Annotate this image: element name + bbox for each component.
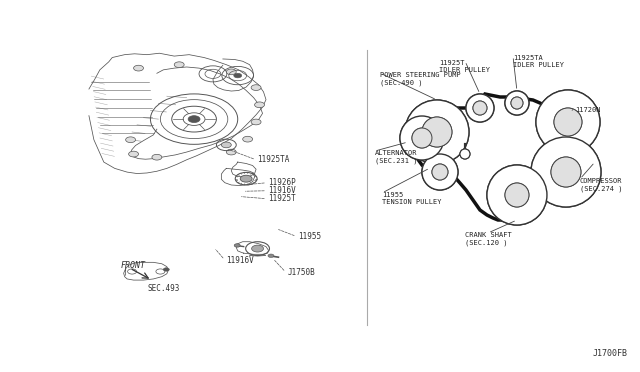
Circle shape [505,91,529,115]
Circle shape [134,65,143,71]
Circle shape [531,137,601,207]
Circle shape [531,137,601,207]
Text: 11926P: 11926P [269,178,296,187]
Circle shape [405,100,469,164]
Circle shape [551,157,581,187]
Text: 11720N: 11720N [575,107,600,113]
Text: 11925T
IDLER PULLEY: 11925T IDLER PULLEY [440,60,490,73]
Circle shape [422,117,452,147]
Circle shape [473,101,487,115]
Circle shape [554,108,582,136]
Circle shape [422,117,452,147]
Text: CRANK SHAFT
(SEC.120 ): CRANK SHAFT (SEC.120 ) [465,232,511,246]
Circle shape [422,154,458,190]
Circle shape [412,128,432,148]
Circle shape [551,157,581,187]
Circle shape [466,94,494,122]
Circle shape [466,94,494,122]
Text: 11916V: 11916V [269,186,296,195]
Circle shape [129,151,138,157]
Circle shape [188,116,200,122]
Circle shape [163,268,169,271]
Circle shape [536,90,600,154]
Circle shape [505,183,529,207]
Circle shape [460,149,470,159]
Circle shape [243,136,253,142]
Circle shape [252,245,264,252]
Text: 11955: 11955 [298,232,321,241]
Circle shape [400,116,444,160]
Text: SEC.493: SEC.493 [147,284,179,293]
Text: 11925TA: 11925TA [257,155,290,164]
Circle shape [125,137,136,142]
Text: COMPRESSOR
(SEC.274 ): COMPRESSOR (SEC.274 ) [580,178,623,192]
Text: J1750B: J1750B [287,268,315,277]
Circle shape [400,116,444,160]
Circle shape [505,91,529,115]
Text: J1700FB: J1700FB [593,349,628,358]
Text: ALTERNATOR
(SEC.231 ): ALTERNATOR (SEC.231 ) [375,150,417,164]
Text: 11916V: 11916V [227,256,254,264]
Text: POWER STEERING PUMP
(SEC.490 ): POWER STEERING PUMP (SEC.490 ) [380,72,461,86]
Circle shape [511,97,523,109]
Circle shape [221,142,231,148]
Circle shape [268,254,274,257]
Circle shape [240,175,252,182]
Circle shape [511,97,523,109]
Circle shape [251,119,261,125]
Circle shape [487,165,547,225]
Circle shape [473,101,487,115]
Circle shape [405,100,469,164]
Circle shape [505,183,529,207]
Circle shape [460,149,470,159]
Circle shape [554,108,582,136]
Circle shape [432,164,448,180]
Circle shape [227,69,236,75]
Text: FRONT: FRONT [121,261,146,270]
Text: 11925TA
IDLER PULLEY: 11925TA IDLER PULLEY [513,55,564,68]
Circle shape [234,73,242,78]
Circle shape [255,102,264,108]
Circle shape [234,244,240,247]
Circle shape [412,128,432,148]
Text: 11925T: 11925T [269,194,296,203]
Circle shape [432,164,448,180]
Circle shape [227,149,236,155]
Circle shape [422,154,458,190]
Circle shape [174,62,184,68]
Circle shape [251,85,261,90]
Circle shape [487,165,547,225]
Circle shape [152,154,162,160]
Circle shape [536,90,600,154]
Text: 11955
TENSION PULLEY: 11955 TENSION PULLEY [382,192,442,205]
